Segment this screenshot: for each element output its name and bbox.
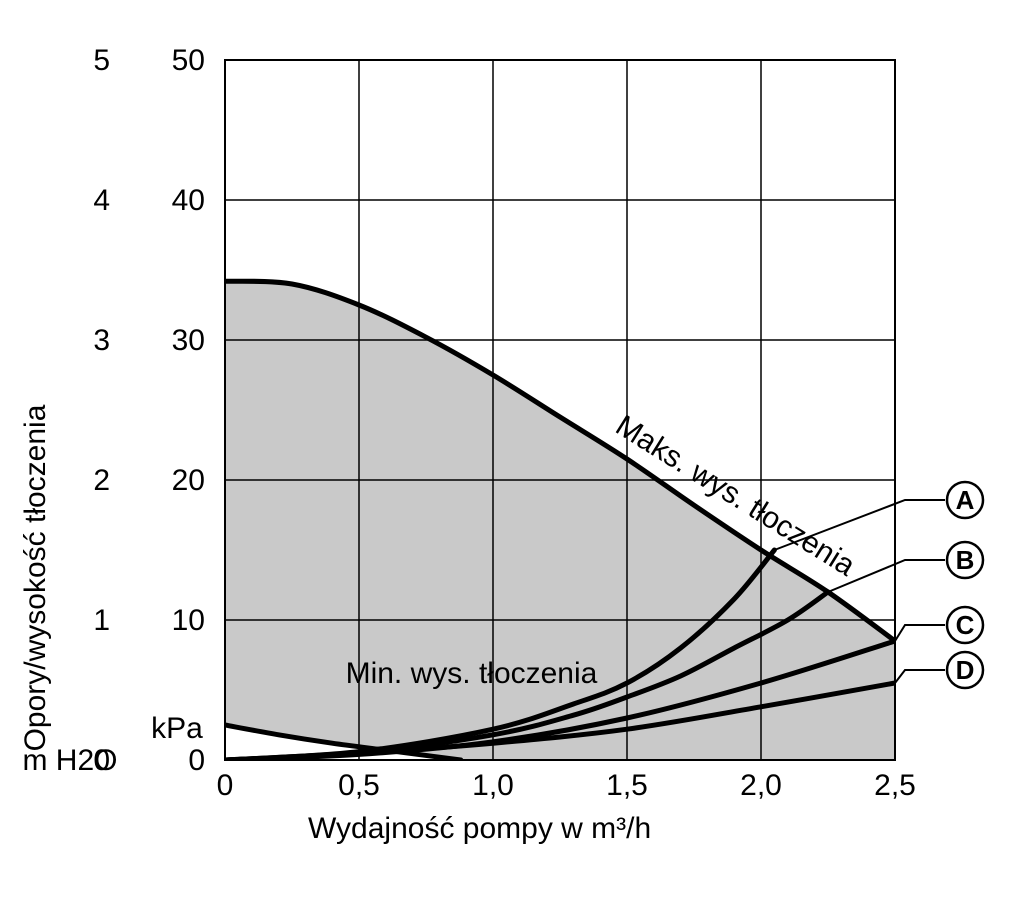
series-label-text: B — [956, 545, 975, 575]
x-tick-label: 1,5 — [606, 769, 648, 802]
x-tick-label: 2,5 — [874, 769, 916, 802]
x-axis-label: Wydajność pompy w m³/h — [308, 812, 651, 845]
y-primary-tick-label: 1 — [93, 604, 110, 637]
y-secondary-tick-label: 30 — [172, 324, 205, 357]
series-label-text: D — [956, 655, 975, 685]
y-secondary-tick-label: 20 — [172, 464, 205, 497]
y-secondary-tick-label: 10 — [172, 604, 205, 637]
y-secondary-unit: kPa — [151, 712, 203, 745]
y-secondary-tick-label: 50 — [172, 44, 205, 77]
series-label-text: A — [956, 485, 975, 515]
x-tick-label: 1,0 — [472, 769, 514, 802]
series-label-text: C — [956, 610, 975, 640]
y-secondary-tick-label: 40 — [172, 184, 205, 217]
y-axis-label: Opory/wysokość tłoczenia — [19, 404, 52, 751]
y-primary-unit: m H2O — [22, 744, 117, 777]
y-secondary-tick-label: 0 — [188, 744, 205, 777]
callout-line — [895, 670, 945, 683]
x-tick-label: 0,5 — [338, 769, 380, 802]
x-tick-label: 2,0 — [740, 769, 782, 802]
x-tick-label: 0 — [217, 769, 234, 802]
callout-line — [895, 625, 945, 641]
chart-svg: 0 0,5 1,0 1,5 2,0 2,5 Wydajność pompy w m³/h 0 1… — [0, 0, 1024, 910]
min-curve-label: Min. wys. tłoczenia — [346, 657, 598, 690]
y-primary-tick-label: 2 — [93, 464, 110, 497]
pump-chart: 0 0,5 1,0 1,5 2,0 2,5 Wydajność pompy w m³/h 0 1… — [0, 0, 1024, 910]
y-primary-tick-label: 5 — [93, 44, 110, 77]
y-primary-tick-label: 4 — [93, 184, 110, 217]
y-primary-tick-label: 3 — [93, 324, 110, 357]
